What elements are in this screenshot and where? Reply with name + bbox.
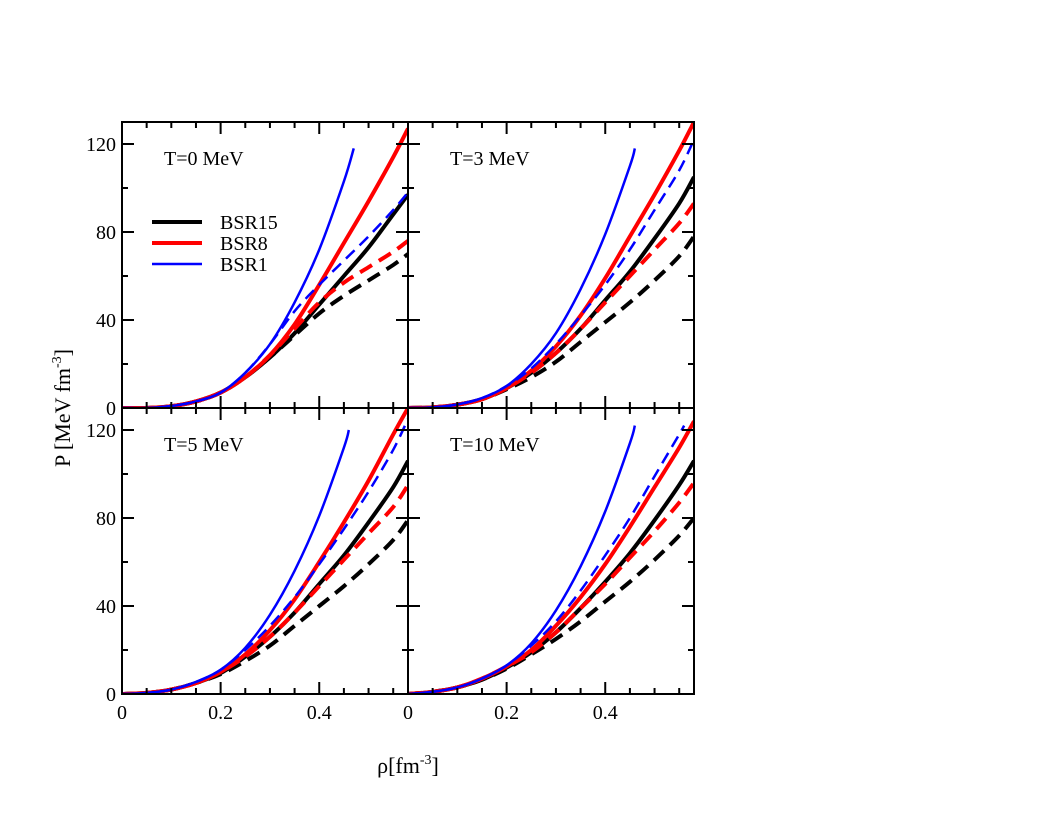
series-bsr1-dashed-line: [122, 418, 408, 694]
series-bsr1-solid-line: [122, 429, 351, 694]
series-bsr15-dashed-line: [122, 252, 408, 408]
series-bsr15-dashed-line: [122, 519, 408, 694]
y-axis-label-main: P [MeV fm: [50, 368, 75, 467]
y-tick-label: 80: [96, 222, 116, 244]
x-tick-label: 0.2: [208, 702, 233, 724]
series-bsr8-solid-line: [408, 420, 694, 694]
series-bsr15-dashed-line: [408, 235, 694, 408]
panel-2-title: T=3 MeV: [450, 148, 530, 170]
x-axis-label: ρ[fm-3]: [377, 753, 439, 778]
x-axis-label-main: ρ[fm: [377, 753, 420, 778]
series-bsr8-dashed-line: [408, 481, 694, 694]
series-bsr8-dashed-line: [408, 202, 694, 408]
frames-layer: [121, 121, 695, 695]
series-bsr8-dashed-line: [122, 483, 408, 694]
y-tick-label: 80: [96, 508, 116, 530]
ticks-layer: [121, 122, 694, 695]
series-bsr15-solid-line: [408, 176, 694, 408]
x-tick-label: 0.4: [593, 702, 618, 724]
y-axis-label-tail: ]: [50, 349, 75, 356]
y-tick-label: 0: [106, 398, 116, 420]
legend-label-bsr8: BSR8: [220, 233, 268, 255]
panel-4-title: T=10 MeV: [450, 434, 540, 456]
panel-4-curves: [408, 420, 694, 694]
series-bsr15-dashed-line: [408, 516, 694, 694]
y-tick-label: 120: [86, 420, 116, 442]
y-tick-label: 120: [86, 134, 116, 156]
x-axis-label-tail: ]: [432, 753, 439, 778]
series-bsr1-dashed-line: [408, 139, 694, 408]
legend-label-bsr1: BSR1: [220, 254, 268, 276]
panel-4-frame: [407, 407, 695, 695]
y-axis-label-sup: -3: [50, 356, 65, 368]
panel-1-title: T=0 MeV: [164, 148, 244, 170]
series-bsr1-solid-line: [408, 148, 637, 408]
series-bsr1-solid-line: [122, 148, 355, 408]
panel-3-title: T=5 MeV: [164, 434, 244, 456]
legend-label-bsr15: BSR15: [220, 212, 278, 234]
y-tick-label: 40: [96, 310, 116, 332]
x-tick-label: 0.4: [307, 702, 332, 724]
y-axis-label: P [MeV fm-3]: [50, 349, 75, 467]
series-bsr1-dashed-line: [408, 424, 686, 694]
y-tick-label: 0: [106, 684, 116, 706]
x-tick-label: 0: [403, 702, 413, 724]
y-tick-label: 40: [96, 596, 116, 618]
x-tick-label: 0.2: [494, 702, 519, 724]
x-tick-label: 0: [117, 702, 127, 724]
x-axis-label-sup: -3: [420, 753, 432, 768]
